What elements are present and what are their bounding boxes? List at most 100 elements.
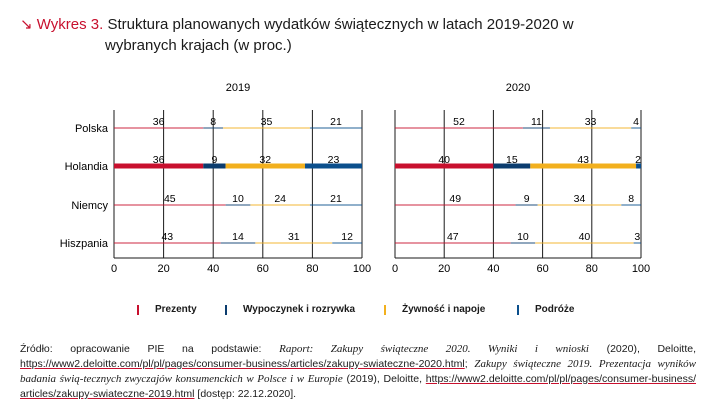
bar-segment (537, 204, 622, 206)
x-tick-label: 100 (632, 263, 650, 275)
bar-segment (114, 163, 204, 169)
data-label: 52 (453, 116, 465, 128)
x-tick-label: 40 (207, 263, 219, 275)
bar-segment (636, 163, 641, 169)
data-label: 49 (449, 193, 461, 205)
legend-label: Wypoczynek i rozrywka (243, 304, 356, 315)
x-tick-label: 0 (392, 263, 398, 275)
bar-segment (309, 127, 362, 129)
panel-title: 2020 (506, 82, 530, 94)
data-label: 8 (210, 116, 216, 128)
source-title-1: Raport: Zakupy świąteczne 2020. Wyniki i… (279, 343, 589, 355)
bar-segment (633, 242, 641, 244)
legend-item-zywnosc: Żywność i napoje (384, 304, 485, 315)
x-tick-label: 20 (438, 263, 450, 275)
bar-segment (535, 242, 634, 244)
data-label: 9 (212, 154, 218, 166)
bar-segment (395, 127, 523, 129)
bar-segment (250, 204, 310, 206)
data-label: 47 (447, 231, 459, 243)
panel-title: 2019 (226, 82, 250, 94)
category-label: Polska (75, 123, 109, 135)
source-title-2: Zakupy świąteczne 2019. Prezentacja wyni… (20, 358, 697, 385)
bar-segment (631, 127, 641, 129)
bar-segment (114, 204, 226, 206)
x-tick-label: 100 (353, 263, 371, 275)
bar-segment (522, 127, 550, 129)
data-label: 12 (341, 231, 353, 243)
legend-swatch-podroze (517, 304, 519, 315)
bar-segment (114, 242, 221, 244)
data-label: 36 (153, 116, 165, 128)
data-label: 21 (330, 193, 342, 205)
source-sep: ; (464, 358, 475, 370)
data-label: 2 (635, 154, 641, 166)
data-label: 43 (577, 154, 589, 166)
title-line-2: wybranych krajach (w proc.) (105, 37, 292, 54)
data-label: 10 (517, 231, 529, 243)
bar-segment (220, 242, 256, 244)
bar-segment (493, 163, 531, 169)
legend-label: Żywność i napoje (402, 304, 486, 315)
data-label: 24 (274, 193, 286, 205)
data-label: 40 (438, 154, 450, 166)
data-label: 14 (232, 231, 244, 243)
data-label: 9 (524, 193, 530, 205)
x-tick-label: 60 (536, 263, 548, 275)
data-label: 35 (261, 116, 273, 128)
source-link-1[interactable]: https://www2.deloitte.com/pl/pl/pages/co… (20, 358, 465, 370)
data-label: 32 (259, 154, 271, 166)
chart-title: ↘ Wykres 3. Struktura planowanych wydatk… (20, 14, 680, 56)
data-label: 43 (161, 231, 173, 243)
legend-item-wypoczynek: Wypoczynek i rozrywka (225, 304, 355, 315)
source-note: Źródło: opracowanie PIE na podstawie: Ra… (20, 342, 696, 402)
legend-item-prezenty: Prezenty (137, 304, 197, 315)
bar-segment (332, 242, 362, 244)
category-label: Holandia (65, 161, 109, 173)
data-label: 45 (164, 193, 176, 205)
bar-segment (510, 242, 536, 244)
source-prefix: Źródło: opracowanie PIE na podstawie: (20, 343, 280, 355)
x-tick-label: 40 (487, 263, 499, 275)
bar-segment (395, 204, 516, 206)
bar-segment (304, 163, 362, 169)
bar-segment (203, 163, 226, 169)
category-label: Hiszpania (60, 238, 109, 250)
source-link-2[interactable]: https://www2.deloitte.com/pl/pl/pages/co… (20, 373, 697, 400)
figure-number: Wykres 3. (36, 16, 104, 33)
data-label: 15 (506, 154, 518, 166)
source-suffix: [dostęp: 22.12.2020]. (194, 388, 297, 400)
data-label: 11 (531, 116, 542, 128)
data-label: 4 (633, 116, 639, 128)
x-tick-label: 20 (157, 263, 169, 275)
bar-segment (549, 127, 632, 129)
chart-area: 2019 0 20 40 60 80 100 Polska 36 8 35 21 Holandia 36 9… (60, 82, 650, 275)
bar-segment (621, 204, 641, 206)
data-label: 31 (288, 231, 300, 243)
data-label: 8 (628, 193, 634, 205)
bar-segment (255, 242, 333, 244)
data-label: 23 (328, 154, 340, 166)
data-label: 3 (634, 231, 640, 243)
arrow-icon: ↘ (20, 16, 33, 33)
data-label: 10 (232, 193, 244, 205)
source-mid-1: (2020), Deloitte, (588, 343, 696, 355)
data-label: 40 (579, 231, 591, 243)
source-mid-2: (2019), Deloitte, (342, 373, 426, 385)
bar-segment (225, 163, 305, 169)
data-label: 34 (574, 193, 586, 205)
data-label: 21 (330, 116, 342, 128)
data-label: 36 (153, 154, 165, 166)
x-tick-label: 80 (306, 263, 318, 275)
bar-segment (309, 204, 362, 206)
x-tick-label: 60 (257, 263, 269, 275)
x-tick-label: 80 (586, 263, 598, 275)
legend-label: Prezenty (155, 304, 197, 315)
bar-segment (530, 163, 637, 169)
legend-swatch-zywnosc (384, 304, 386, 315)
title-line-1: Struktura planowanych wydatków świąteczn… (107, 16, 574, 33)
legend-swatch-wypoczynek (225, 304, 227, 315)
bar-segment (223, 127, 310, 129)
bar-segment (114, 127, 204, 129)
legend-label: Podróże (535, 304, 575, 315)
